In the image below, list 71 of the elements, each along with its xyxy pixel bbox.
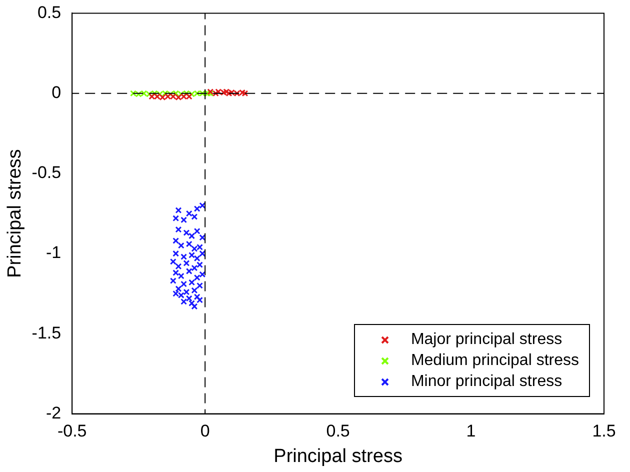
legend-label: Medium principal stress [410, 351, 579, 371]
point [191, 213, 198, 220]
point [170, 258, 176, 265]
point [191, 303, 198, 310]
point [167, 90, 174, 98]
point [183, 230, 190, 236]
point [135, 90, 142, 98]
point [199, 234, 206, 241]
x-tick-label: 1 [466, 422, 476, 441]
y-tick-label: -0.5 [32, 163, 62, 182]
point [191, 264, 198, 272]
point [170, 278, 176, 284]
point [148, 93, 156, 100]
y-tick-label: 0.5 [37, 2, 62, 22]
x-tick-label: 1.5 [592, 422, 616, 441]
point [180, 280, 188, 288]
legend-label: Minor principal stress [410, 372, 562, 392]
point [196, 296, 203, 304]
point [188, 279, 195, 286]
x-tick-label: 0.5 [326, 422, 350, 441]
x-tick-label: 0 [200, 422, 210, 441]
point [140, 90, 148, 97]
y-tick-label: -1 [46, 243, 62, 262]
point [196, 282, 203, 289]
point [212, 90, 219, 97]
point [242, 90, 248, 97]
point [154, 93, 160, 100]
point [188, 90, 195, 98]
point [188, 232, 195, 240]
point [194, 274, 200, 281]
point [228, 89, 235, 96]
point [180, 216, 188, 224]
point [172, 215, 180, 222]
y-axis-title: Principal stress [4, 149, 26, 278]
point [162, 90, 168, 97]
point [186, 268, 192, 274]
y-tick-label: 0 [52, 83, 62, 102]
point [170, 93, 176, 100]
point [175, 226, 182, 233]
legend-label: Major principal stress [410, 330, 562, 350]
y-tick-label: -2 [46, 403, 62, 422]
point [194, 205, 200, 212]
point [159, 94, 166, 101]
point [186, 240, 192, 248]
point [130, 90, 136, 97]
point [186, 93, 192, 100]
point [164, 93, 172, 100]
point [178, 242, 184, 249]
point [220, 89, 227, 96]
point [215, 88, 222, 95]
point [199, 202, 206, 209]
point [172, 90, 180, 97]
point [226, 90, 232, 97]
x-axis-title: Principal stress [274, 446, 402, 467]
point [175, 207, 182, 214]
point [199, 271, 206, 278]
point [234, 90, 240, 97]
point [186, 210, 192, 217]
point [172, 238, 180, 244]
point [194, 90, 200, 97]
point [175, 94, 182, 101]
point [239, 89, 246, 96]
point [178, 272, 184, 280]
point [156, 90, 164, 98]
point [180, 93, 188, 100]
y-tick-label: -1.5 [32, 323, 62, 342]
point [178, 90, 184, 98]
point [172, 250, 180, 257]
point [194, 228, 200, 234]
point [199, 90, 206, 97]
point [223, 88, 230, 95]
